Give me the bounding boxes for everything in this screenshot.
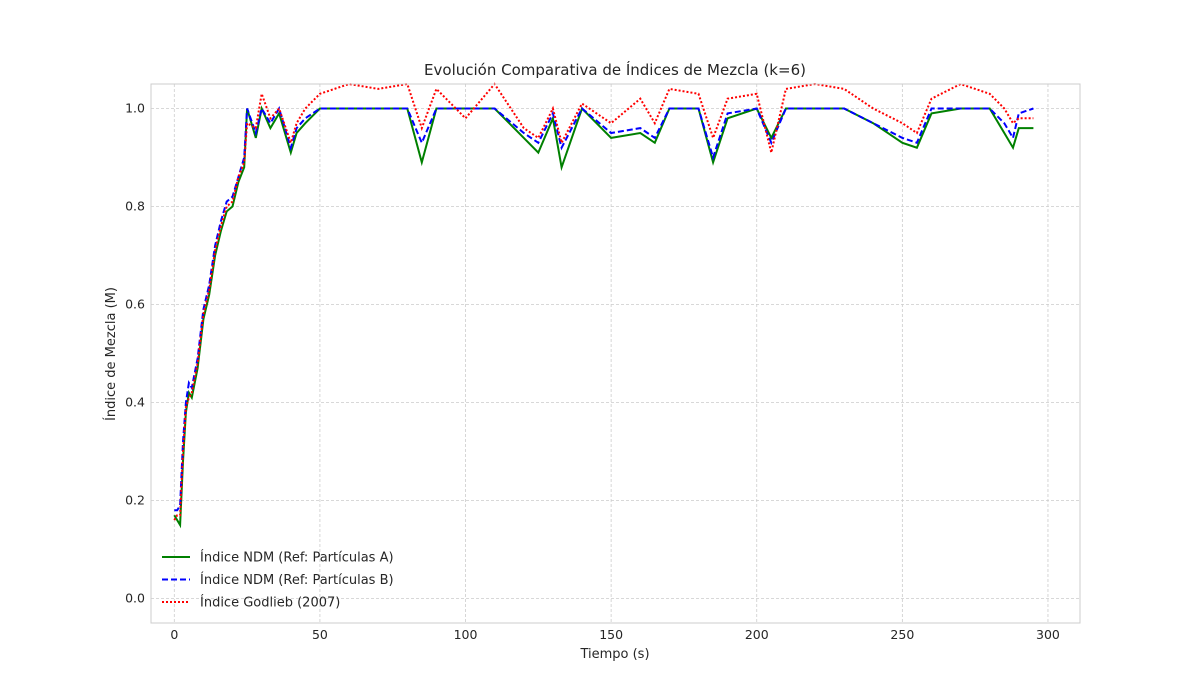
legend-label-1: Índice NDM (Ref: Partículas A) (200, 550, 394, 566)
series-line-2 (174, 105, 1034, 512)
legend: Índice NDM (Ref: Partículas A) Índice NDM… (162, 550, 394, 611)
x-tick-label: 150 (599, 627, 623, 642)
x-axis-label: Tiempo (s) (579, 647, 649, 662)
y-axis-label: Índice de Mezcla (M) (103, 287, 119, 421)
plot-frame (150, 83, 1081, 624)
y-tick-label: 0.0 (125, 591, 145, 606)
x-tick-label: 200 (745, 627, 769, 642)
series-line-3 (173, 82, 1034, 521)
x-tick-label: 50 (312, 627, 328, 642)
y-tick-label: 0.8 (125, 199, 145, 214)
chart-title: Evolución Comparativa de Índices de Mezc… (424, 60, 806, 79)
x-tick-label: 250 (890, 627, 914, 642)
series-layer (173, 82, 1034, 529)
x-tick-label: 300 (1036, 627, 1060, 642)
y-tick-label: 0.2 (125, 493, 145, 508)
plot-background (151, 84, 1080, 623)
x-axis-ticks: 0 50 100 150 200 250 300 (170, 627, 1060, 642)
legend-label-2: Índice NDM (Ref: Partículas B) (200, 572, 394, 588)
y-axis-ticks: 0.0 0.2 0.4 0.6 0.8 1.0 (125, 101, 145, 606)
legend-label-3: Índice Godlieb (2007) (200, 595, 340, 611)
x-tick-label: 100 (454, 627, 478, 642)
x-tick-label: 0 (170, 627, 178, 642)
y-tick-label: 0.4 (125, 395, 145, 410)
y-tick-label: 1.0 (125, 101, 145, 116)
y-tick-label: 0.6 (125, 297, 145, 312)
